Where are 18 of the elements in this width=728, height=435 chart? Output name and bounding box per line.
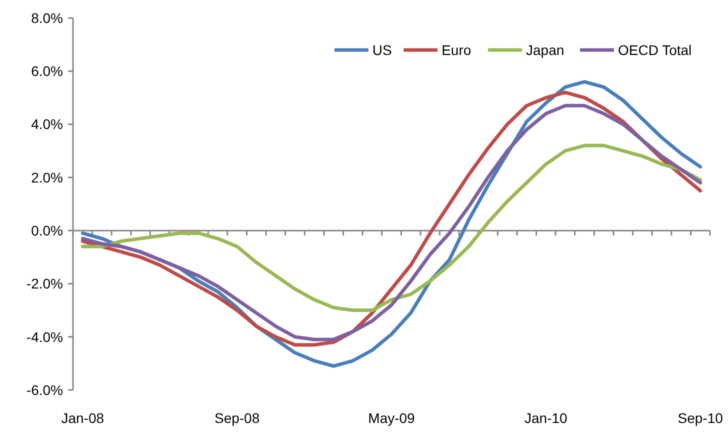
legend-label: Japan [526,42,564,58]
y-tick-label: -6.0% [26,382,63,398]
x-tick-label: Jan-10 [524,410,568,426]
x-tick-label: Jan-08 [61,410,104,426]
y-tick-label: 6.0% [31,63,63,80]
legend-label: OECD Total [618,42,692,58]
y-tick-label: -4.0% [26,328,63,345]
y-tick-label: 0.0% [31,222,63,238]
legend-label: Euro [442,42,472,58]
legend-label: US [372,42,392,58]
line-series [80,144,702,312]
y-tick-label: 2.0% [31,169,63,186]
y-tick-label: 4.0% [31,116,63,132]
x-tick-label: May-09 [368,410,416,426]
y-tick-label: -2.0% [26,276,63,292]
y-tick-label: 8.0% [31,10,63,26]
x-tick-label: Sep-08 [214,410,260,426]
x-tick-label: Sep-10 [678,410,724,426]
